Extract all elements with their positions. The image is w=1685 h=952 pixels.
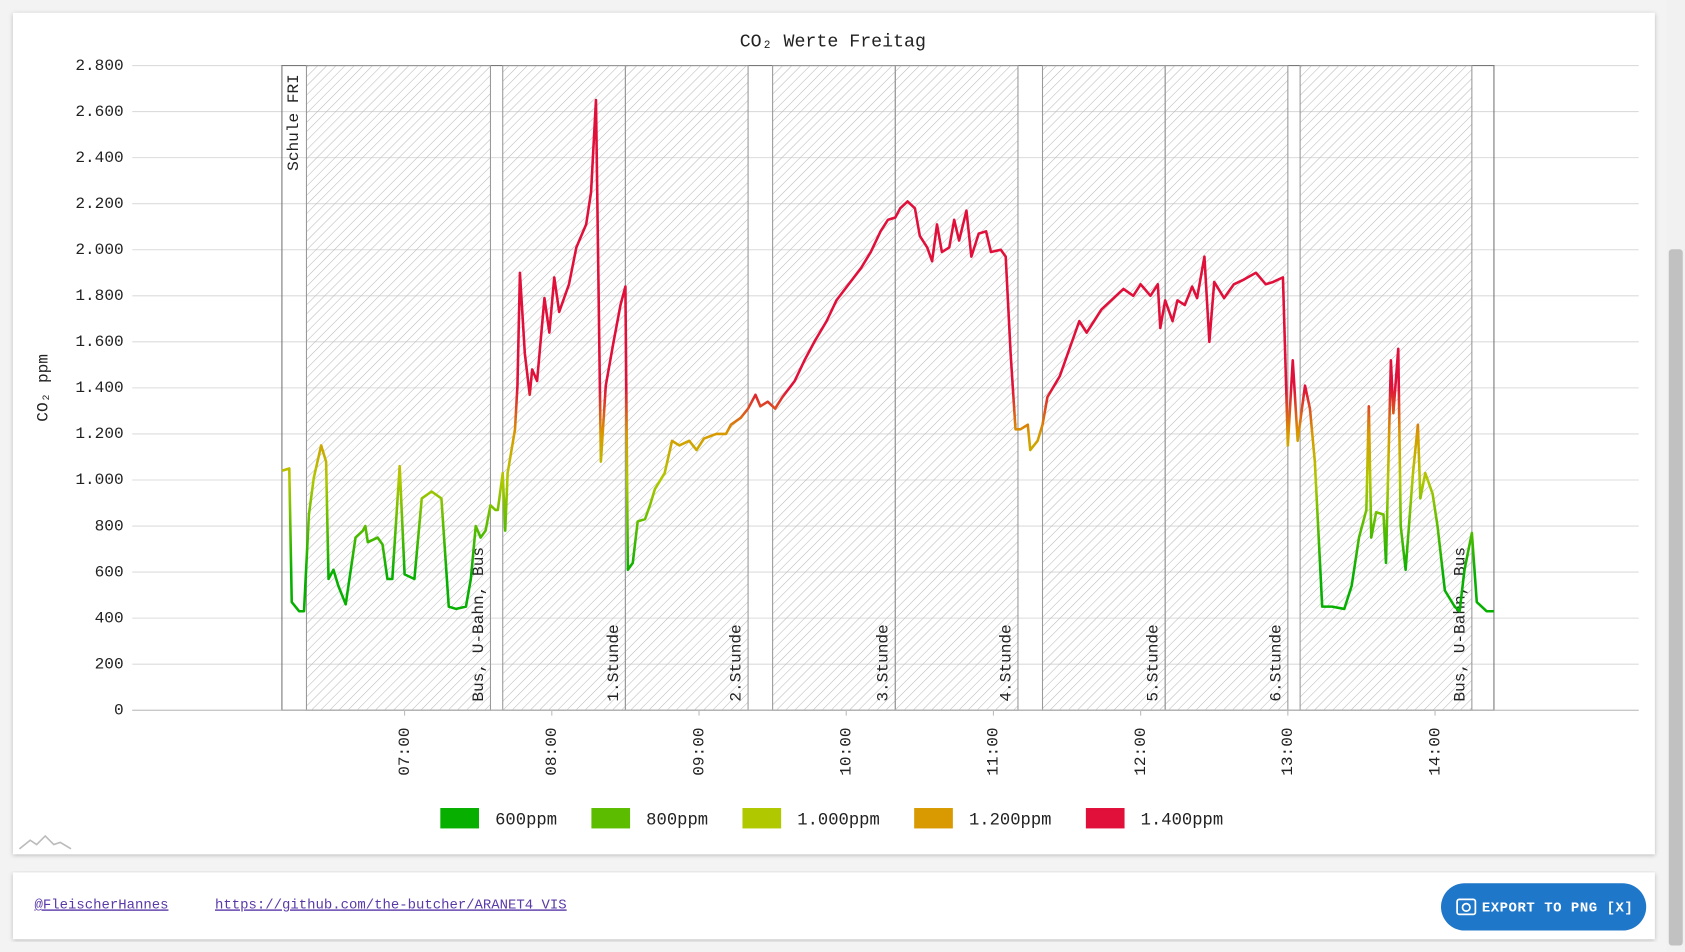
camera-icon bbox=[1456, 898, 1477, 916]
band bbox=[772, 65, 896, 711]
y-tick-label: 1.400 bbox=[75, 379, 123, 397]
y-tick-label: 1.200 bbox=[75, 425, 123, 443]
y-tick-label: 2.000 bbox=[75, 241, 123, 259]
legend-swatch bbox=[742, 808, 782, 829]
x-tick-label: 13:00 bbox=[1279, 727, 1297, 775]
band bbox=[894, 65, 1019, 711]
y-tick-label: 1.000 bbox=[75, 471, 123, 489]
author-link[interactable]: @FleischerHannes bbox=[34, 897, 168, 913]
repo-link[interactable]: https://github.com/the-butcher/ARANET4_V… bbox=[215, 897, 567, 913]
x-tick-label: 12:00 bbox=[1132, 727, 1150, 775]
band bbox=[1299, 65, 1473, 711]
export-button[interactable]: EXPORT TO PNG [X] bbox=[1440, 883, 1647, 931]
band-label: 3.Stunde bbox=[875, 624, 893, 701]
chart-title: CO₂ Werte Freitag bbox=[740, 33, 926, 53]
legend-label: 800ppm bbox=[646, 811, 708, 830]
export-button-label[interactable]: EXPORT TO PNG [X] bbox=[1482, 901, 1633, 917]
x-tick-label: 09:00 bbox=[690, 727, 708, 775]
x-tick-label: 10:00 bbox=[837, 727, 855, 775]
legend-label: 600ppm bbox=[495, 811, 557, 830]
band bbox=[1164, 65, 1289, 711]
y-tick-label: 0 bbox=[114, 701, 124, 719]
co2-line bbox=[281, 98, 1494, 613]
y-tick-label: 2.600 bbox=[75, 103, 123, 121]
band bbox=[305, 65, 492, 711]
y-tick-label: 2.800 bbox=[75, 57, 123, 75]
x-tick-label: 14:00 bbox=[1426, 727, 1444, 775]
logo bbox=[18, 834, 72, 850]
export-button-bg[interactable] bbox=[1440, 883, 1647, 931]
band-label: 4.Stunde bbox=[997, 624, 1015, 701]
legend-swatch bbox=[591, 808, 631, 829]
camera-lens bbox=[1461, 902, 1471, 913]
frame-label: Schule FRI bbox=[285, 74, 303, 171]
legend: 600ppm 800ppm 1.000ppm 1.200ppm 1.400ppm bbox=[440, 808, 1223, 830]
y-tick-label: 400 bbox=[95, 609, 124, 627]
y-tick-label: 1.800 bbox=[75, 287, 123, 305]
legend-swatch bbox=[440, 808, 480, 829]
band bbox=[624, 65, 749, 711]
band bbox=[1041, 65, 1166, 711]
y-tick-label: 1.600 bbox=[75, 333, 123, 351]
y-tick-label: 2.200 bbox=[75, 195, 123, 213]
plot: 0 200 400 600 800 1.000 1.200 1.400 1.600 1.800 2.… bbox=[75, 57, 1639, 776]
band bbox=[502, 65, 626, 711]
x-tick-label: 08:00 bbox=[543, 727, 561, 775]
legend-label: 1.200ppm bbox=[969, 811, 1052, 830]
y-tick-label: 800 bbox=[95, 517, 124, 535]
y-tick-label: 600 bbox=[95, 563, 124, 581]
x-tick-label: 11:00 bbox=[985, 727, 1003, 775]
y-tick-label: 200 bbox=[95, 655, 124, 673]
band-label: 1.Stunde bbox=[605, 624, 623, 701]
footer-card bbox=[12, 872, 1655, 940]
scrollbar-thumb[interactable] bbox=[1668, 249, 1683, 946]
band-label: 5.Stunde bbox=[1145, 624, 1163, 701]
legend-swatch bbox=[1085, 808, 1125, 829]
legend-label: 1.000ppm bbox=[797, 811, 880, 830]
band-label: 2.Stunde bbox=[728, 624, 746, 701]
band-label: Bus, U-Bahn, Bus bbox=[470, 547, 488, 702]
legend-label: 1.400ppm bbox=[1141, 811, 1224, 830]
x-tick-label: 07:00 bbox=[396, 727, 414, 775]
band-label: 6.Stunde bbox=[1267, 624, 1285, 701]
band-label: Bus, U-Bahn, Bus bbox=[1451, 547, 1469, 702]
legend-swatch bbox=[914, 808, 953, 829]
y-axis-title: CO₂ ppm bbox=[34, 354, 52, 422]
y-tick-label: 2.400 bbox=[75, 149, 123, 167]
